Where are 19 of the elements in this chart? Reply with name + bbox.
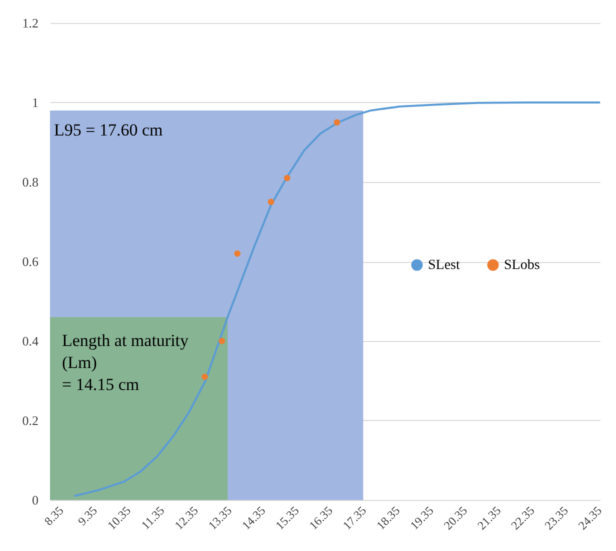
y-tick-label: 0.6 bbox=[22, 254, 39, 269]
point bbox=[202, 374, 208, 380]
x-tick-label: 9.35 bbox=[75, 504, 100, 528]
legend-label: SLobs bbox=[504, 258, 540, 273]
y-tick-label: 0.4 bbox=[22, 334, 39, 348]
annotation: Length at maturity (Lm) = 14.15 cm bbox=[62, 331, 190, 394]
point bbox=[268, 198, 274, 206]
point bbox=[218, 338, 226, 344]
y-tick-label: 0.8 bbox=[22, 174, 38, 190]
legend-label: SLest bbox=[428, 258, 460, 273]
y-tick-label: 0.2 bbox=[22, 413, 38, 428]
y-tick-label: 1.2 bbox=[22, 16, 38, 30]
annotation: L95 = 17.60 cm bbox=[54, 120, 163, 140]
point bbox=[284, 174, 290, 182]
point bbox=[234, 250, 241, 257]
y-tick-label: 1 bbox=[32, 95, 38, 110]
x-tick-label: 8.35 bbox=[42, 504, 66, 528]
point bbox=[334, 119, 340, 126]
y-tick-label: 0 bbox=[32, 492, 38, 508]
